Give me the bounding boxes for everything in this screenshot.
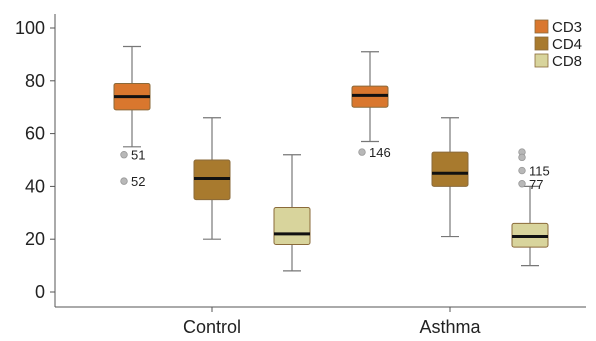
outlier-point xyxy=(120,151,128,159)
iqr-box xyxy=(431,151,469,187)
x-category-label: Control xyxy=(183,317,241,337)
outlier-label: 52 xyxy=(131,174,145,189)
y-tick-label: 100 xyxy=(15,18,45,38)
outlier-point xyxy=(358,148,366,156)
outlier-point xyxy=(518,166,526,175)
legend-item-cd4: CD4 xyxy=(534,36,582,53)
legend-swatch xyxy=(534,19,549,34)
box-cd4-asthma xyxy=(431,117,469,238)
box-cd4-control xyxy=(193,117,231,240)
box-cd8-control xyxy=(273,154,311,272)
outlier-point xyxy=(120,177,128,185)
y-tick-label: 20 xyxy=(25,229,45,249)
outlier-label: 51 xyxy=(131,148,145,163)
legend-label: CD8 xyxy=(552,53,582,70)
legend-item-cd8: CD8 xyxy=(534,53,582,70)
outlier-point xyxy=(518,180,526,188)
legend-label: CD3 xyxy=(552,19,582,36)
outlier-label: 77 xyxy=(529,177,543,192)
box-cd3-control: 51 52 xyxy=(113,45,151,189)
legend-item-cd3: CD3 xyxy=(534,19,582,36)
legend-swatch xyxy=(534,53,549,68)
y-tick-label: 80 xyxy=(25,71,45,91)
legend-label: CD4 xyxy=(552,36,582,53)
x-category-label: Asthma xyxy=(419,317,481,337)
box-cd3-asthma: 146 xyxy=(351,51,391,160)
y-tick-label: 0 xyxy=(35,282,45,302)
legend-swatch xyxy=(534,36,549,51)
outlier-label: 146 xyxy=(369,145,391,160)
iqr-box xyxy=(273,207,311,245)
y-tick-label: 40 xyxy=(25,176,45,196)
outlier-label: 115 xyxy=(529,164,550,179)
axes: 0 20 40 60 80 100 Control Asthma xyxy=(15,14,586,337)
outlier-point xyxy=(518,153,526,162)
y-tick-label: 60 xyxy=(25,124,45,144)
